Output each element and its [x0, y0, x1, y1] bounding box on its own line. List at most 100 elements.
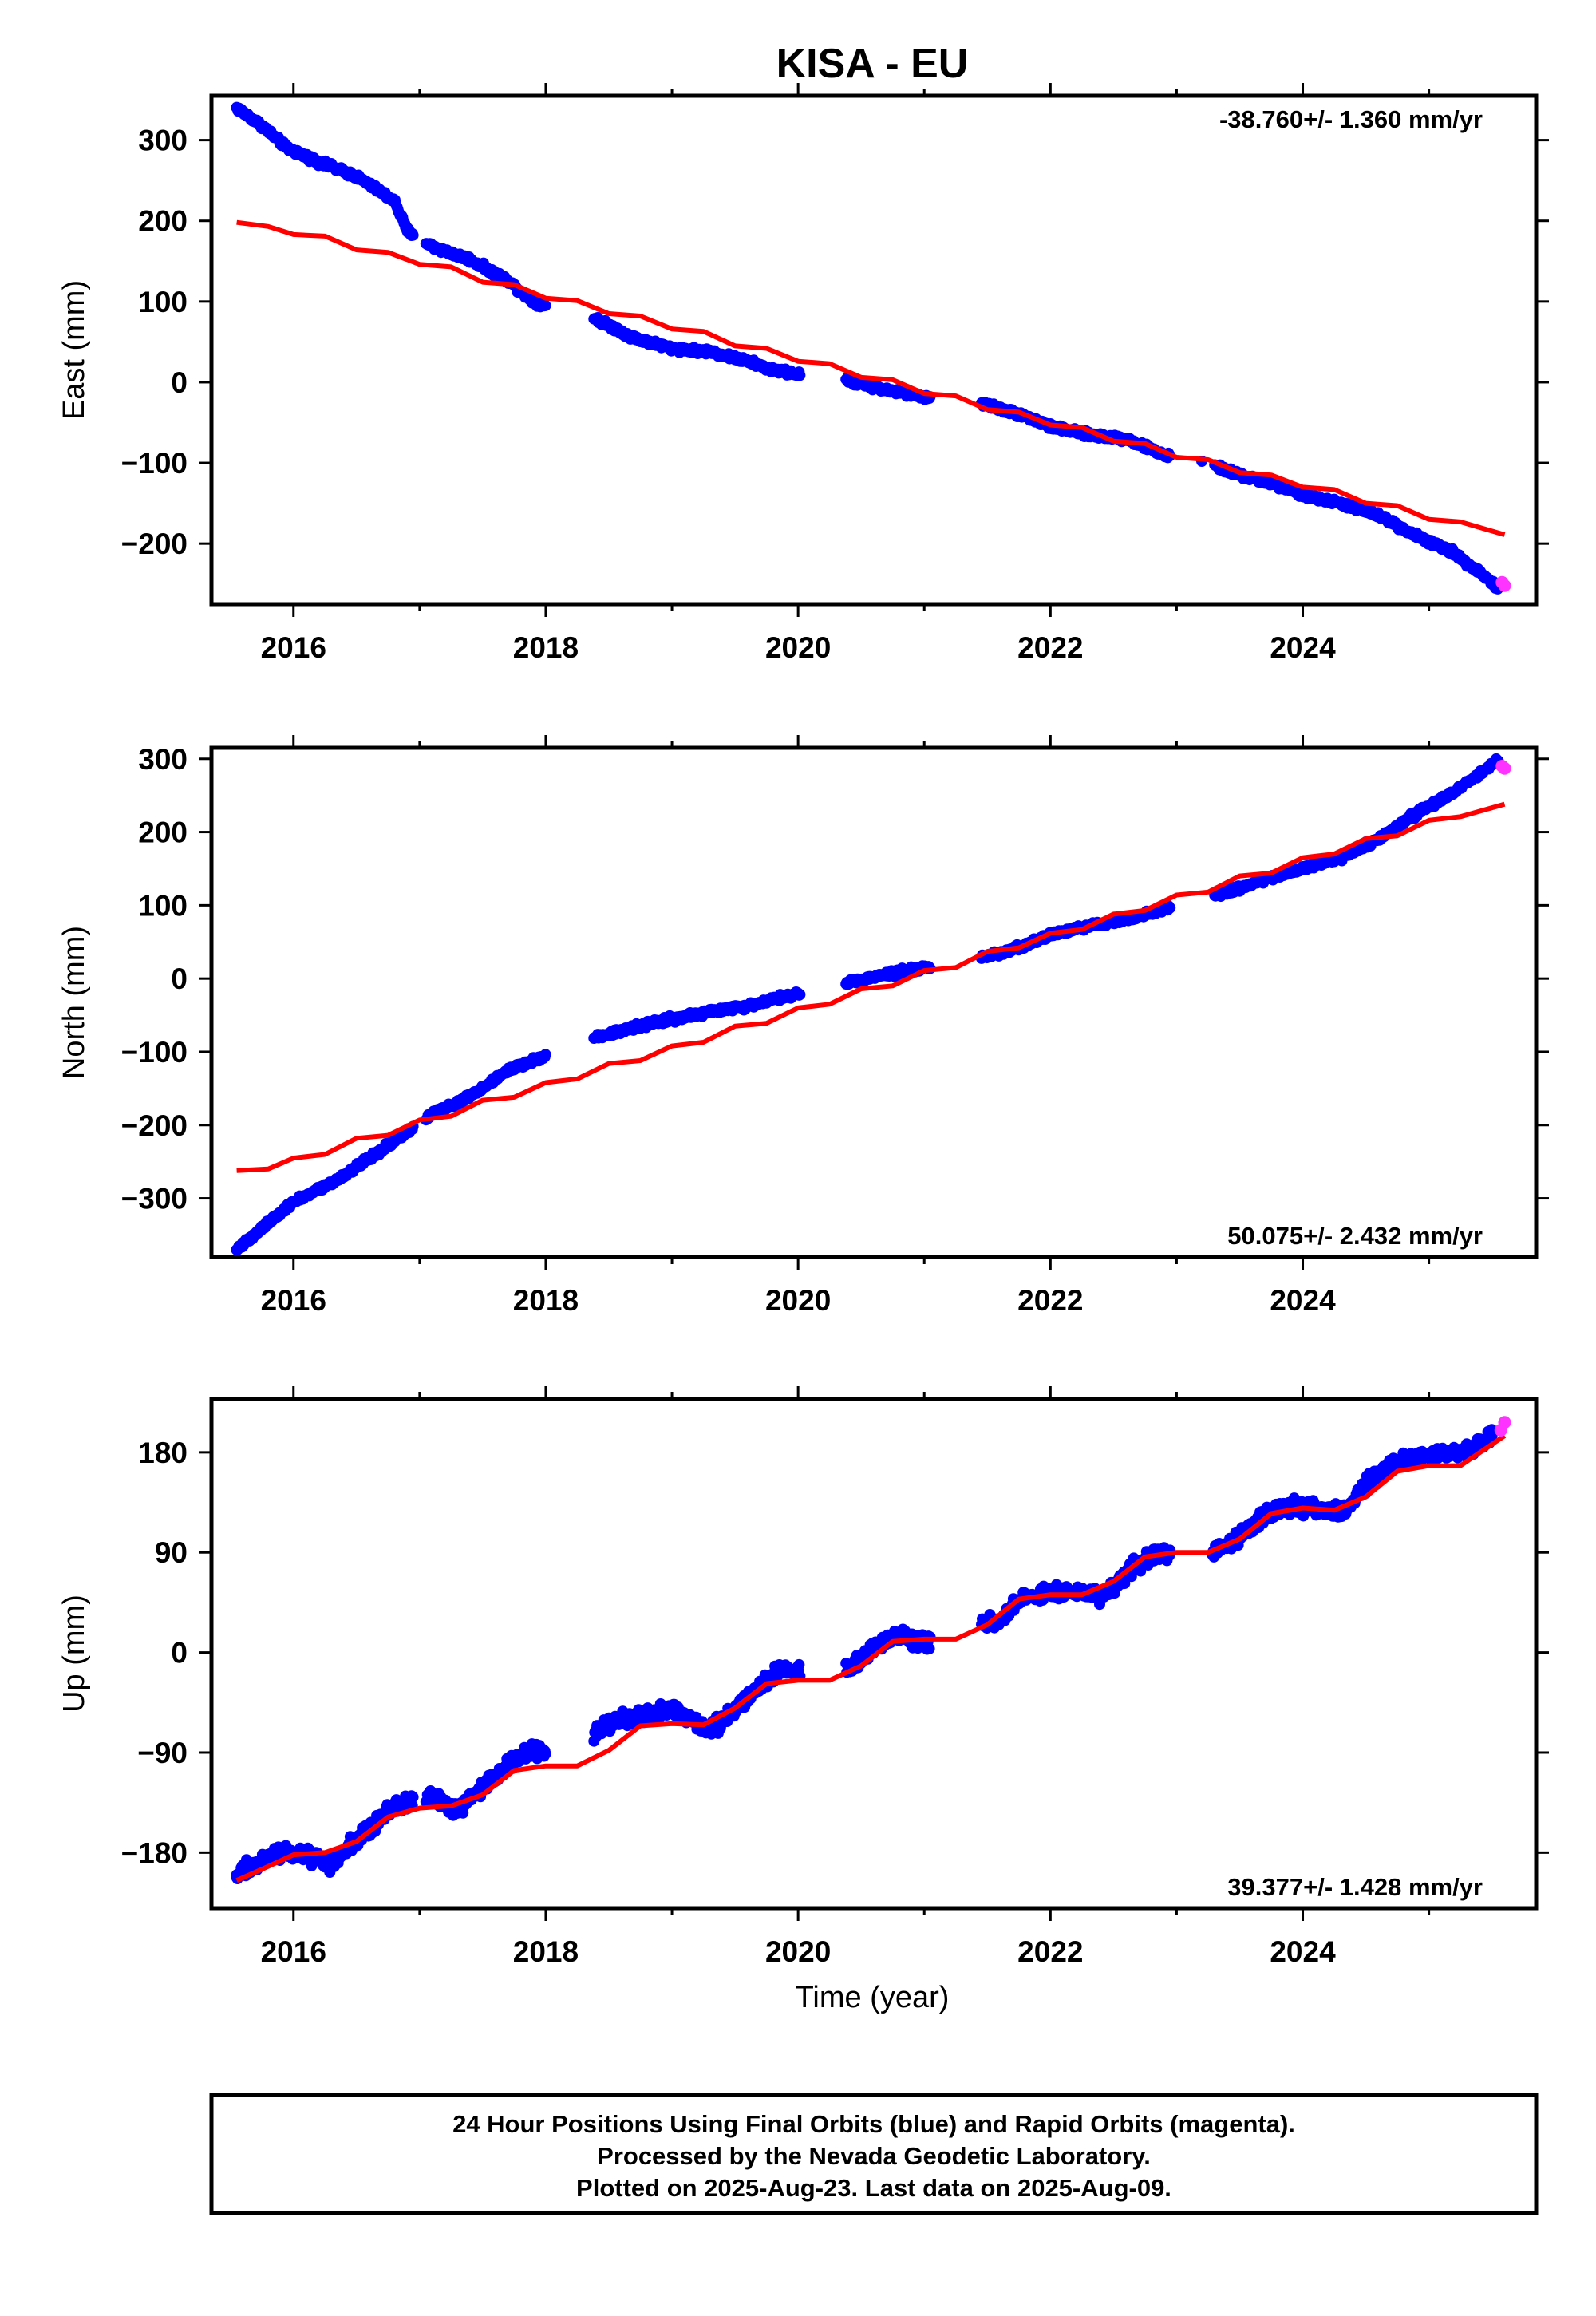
- final-orbit-anchor: [1461, 1446, 1473, 1458]
- final-orbit-anchor: [591, 1726, 602, 1738]
- final-orbit-anchor: [843, 374, 855, 386]
- y-tick-label: 90: [155, 1536, 188, 1569]
- x-tick-label: 2016: [261, 1284, 326, 1317]
- final-orbit-anchor: [1120, 914, 1132, 926]
- final-orbit-anchor: [1221, 886, 1233, 898]
- final-orbit-anchor: [464, 254, 476, 266]
- final-orbit-anchor: [1334, 497, 1346, 509]
- y-tick-label: −90: [137, 1737, 188, 1769]
- rapid-orbit-point: [1498, 761, 1511, 775]
- y-tick-label: 200: [138, 205, 188, 238]
- final-orbit-anchor: [350, 171, 362, 183]
- final-orbit-anchor: [426, 1791, 438, 1803]
- x-tick-label: 2016: [261, 631, 326, 664]
- y-tick-label: 180: [138, 1437, 188, 1469]
- y-tick-label: 100: [138, 286, 188, 318]
- final-orbit-anchor: [666, 1013, 678, 1025]
- final-orbit-anchor: [395, 1796, 407, 1808]
- y-tick-label: −100: [121, 447, 188, 480]
- final-orbit-anchor: [1473, 566, 1485, 578]
- final-orbit-point: [539, 299, 551, 311]
- x-tick-label: 2022: [1017, 1935, 1083, 1968]
- x-axis-label: Time (year): [796, 1981, 950, 2014]
- final-orbit-anchor: [426, 241, 438, 253]
- final-orbit-anchor: [641, 1708, 653, 1720]
- footer-box: 24 Hour Positions Using Final Orbits (bl…: [209, 2093, 1539, 2215]
- y-axis-label: Up (mm): [57, 1595, 91, 1713]
- rapid-orbit-point: [1498, 1416, 1511, 1429]
- x-tick-label: 2020: [765, 1284, 831, 1317]
- x-tick-label: 2018: [513, 1284, 579, 1317]
- plot-frame: [209, 93, 1539, 607]
- figure-title: KISA - EU: [776, 41, 969, 87]
- final-orbit-anchor: [527, 295, 539, 307]
- y-axis-label: East (mm): [57, 280, 91, 420]
- final-orbit-anchor: [313, 156, 325, 168]
- final-orbit-anchor: [666, 1702, 678, 1714]
- final-orbit-anchor: [527, 1746, 539, 1758]
- final-orbit-anchor: [389, 195, 401, 207]
- final-orbit-anchor: [880, 385, 892, 397]
- final-orbit-anchor: [880, 969, 892, 981]
- model-line: [236, 219, 1506, 537]
- final-orbit-anchor: [767, 364, 779, 376]
- final-orbit-anchor: [1095, 1591, 1107, 1603]
- x-tick-label: 2022: [1017, 631, 1083, 664]
- x-tick-label: 2018: [513, 631, 579, 664]
- final-orbit-anchor: [741, 355, 753, 367]
- final-orbit-anchor: [1473, 768, 1485, 780]
- final-orbit-anchor: [527, 1054, 539, 1066]
- final-orbit-anchor: [1410, 1452, 1422, 1464]
- final-orbit-anchor: [1410, 530, 1422, 542]
- x-tick-label: 2024: [1270, 631, 1336, 664]
- final-orbit-point: [539, 1049, 551, 1061]
- final-orbit-anchor: [843, 976, 855, 988]
- y-tick-label: −180: [121, 1836, 188, 1869]
- rate-annotation: 50.075+/- 2.432 mm/yr: [1227, 1222, 1483, 1250]
- final-orbit-anchor: [287, 1196, 299, 1208]
- final-orbit-anchor: [1158, 903, 1170, 915]
- footer-line-2: Processed by the Nevada Geodetic Laborat…: [597, 2142, 1151, 2170]
- y-tick-label: 300: [138, 743, 188, 776]
- x-tick-label: 2024: [1270, 1284, 1336, 1317]
- final-orbit-anchor: [1448, 786, 1460, 798]
- final-orbit-anchor: [868, 1641, 879, 1653]
- y-tick-label: 0: [171, 962, 188, 995]
- final-orbit-anchor: [231, 1243, 243, 1255]
- final-orbit-anchor: [250, 1858, 262, 1870]
- final-orbit-anchor: [704, 346, 716, 358]
- final-orbit-anchor: [1448, 547, 1460, 559]
- y-tick-label: −100: [121, 1036, 188, 1069]
- x-tick-label: 2022: [1017, 1284, 1083, 1317]
- final-orbit-anchor: [464, 1090, 476, 1102]
- y-axis-label: North (mm): [57, 926, 91, 1079]
- final-orbit-point: [793, 1658, 805, 1670]
- final-orbit-anchor: [704, 1725, 716, 1737]
- footer-line-3: Plotted on 2025-Aug-23. Last data on 202…: [576, 2174, 1171, 2202]
- rate-annotation: 39.377+/- 1.428 mm/yr: [1227, 1873, 1483, 1901]
- x-tick-label: 2024: [1270, 1935, 1336, 1968]
- final-orbit-anchor: [502, 1064, 514, 1076]
- y-tick-label: 100: [138, 889, 188, 922]
- final-orbit-anchor: [1297, 489, 1309, 501]
- final-orbit-anchor: [666, 342, 678, 354]
- final-orbit-point: [539, 1748, 551, 1760]
- east-panel: 2016 2018 2020 2022 2024 300 200 100 0 −100 −200 Ea…: [57, 83, 1549, 664]
- x-tick-label: 2020: [765, 631, 831, 664]
- final-orbit-anchor: [615, 1711, 627, 1723]
- final-orbit-anchor: [780, 1663, 792, 1675]
- plot-area: [231, 1416, 1511, 1884]
- final-orbit-anchor: [628, 332, 640, 344]
- final-orbit-point: [407, 1791, 419, 1803]
- x-tick-label: 2018: [513, 1935, 579, 1968]
- final-orbit-anchor: [326, 1178, 338, 1190]
- footer-line-1: 24 Hour Positions Using Final Orbits (bl…: [452, 2110, 1295, 2138]
- north-panel: 2016 2018 2020 2022 2024 300 200 100 0 −100 −200 −3…: [57, 735, 1549, 1317]
- final-orbit-anchor: [792, 368, 804, 380]
- final-orbit-anchor: [363, 1152, 375, 1164]
- final-orbit-anchor: [1271, 480, 1283, 492]
- x-tick-label: 2020: [765, 1935, 831, 1968]
- model-line: [235, 1433, 1507, 1883]
- y-tick-label: −200: [121, 1109, 188, 1142]
